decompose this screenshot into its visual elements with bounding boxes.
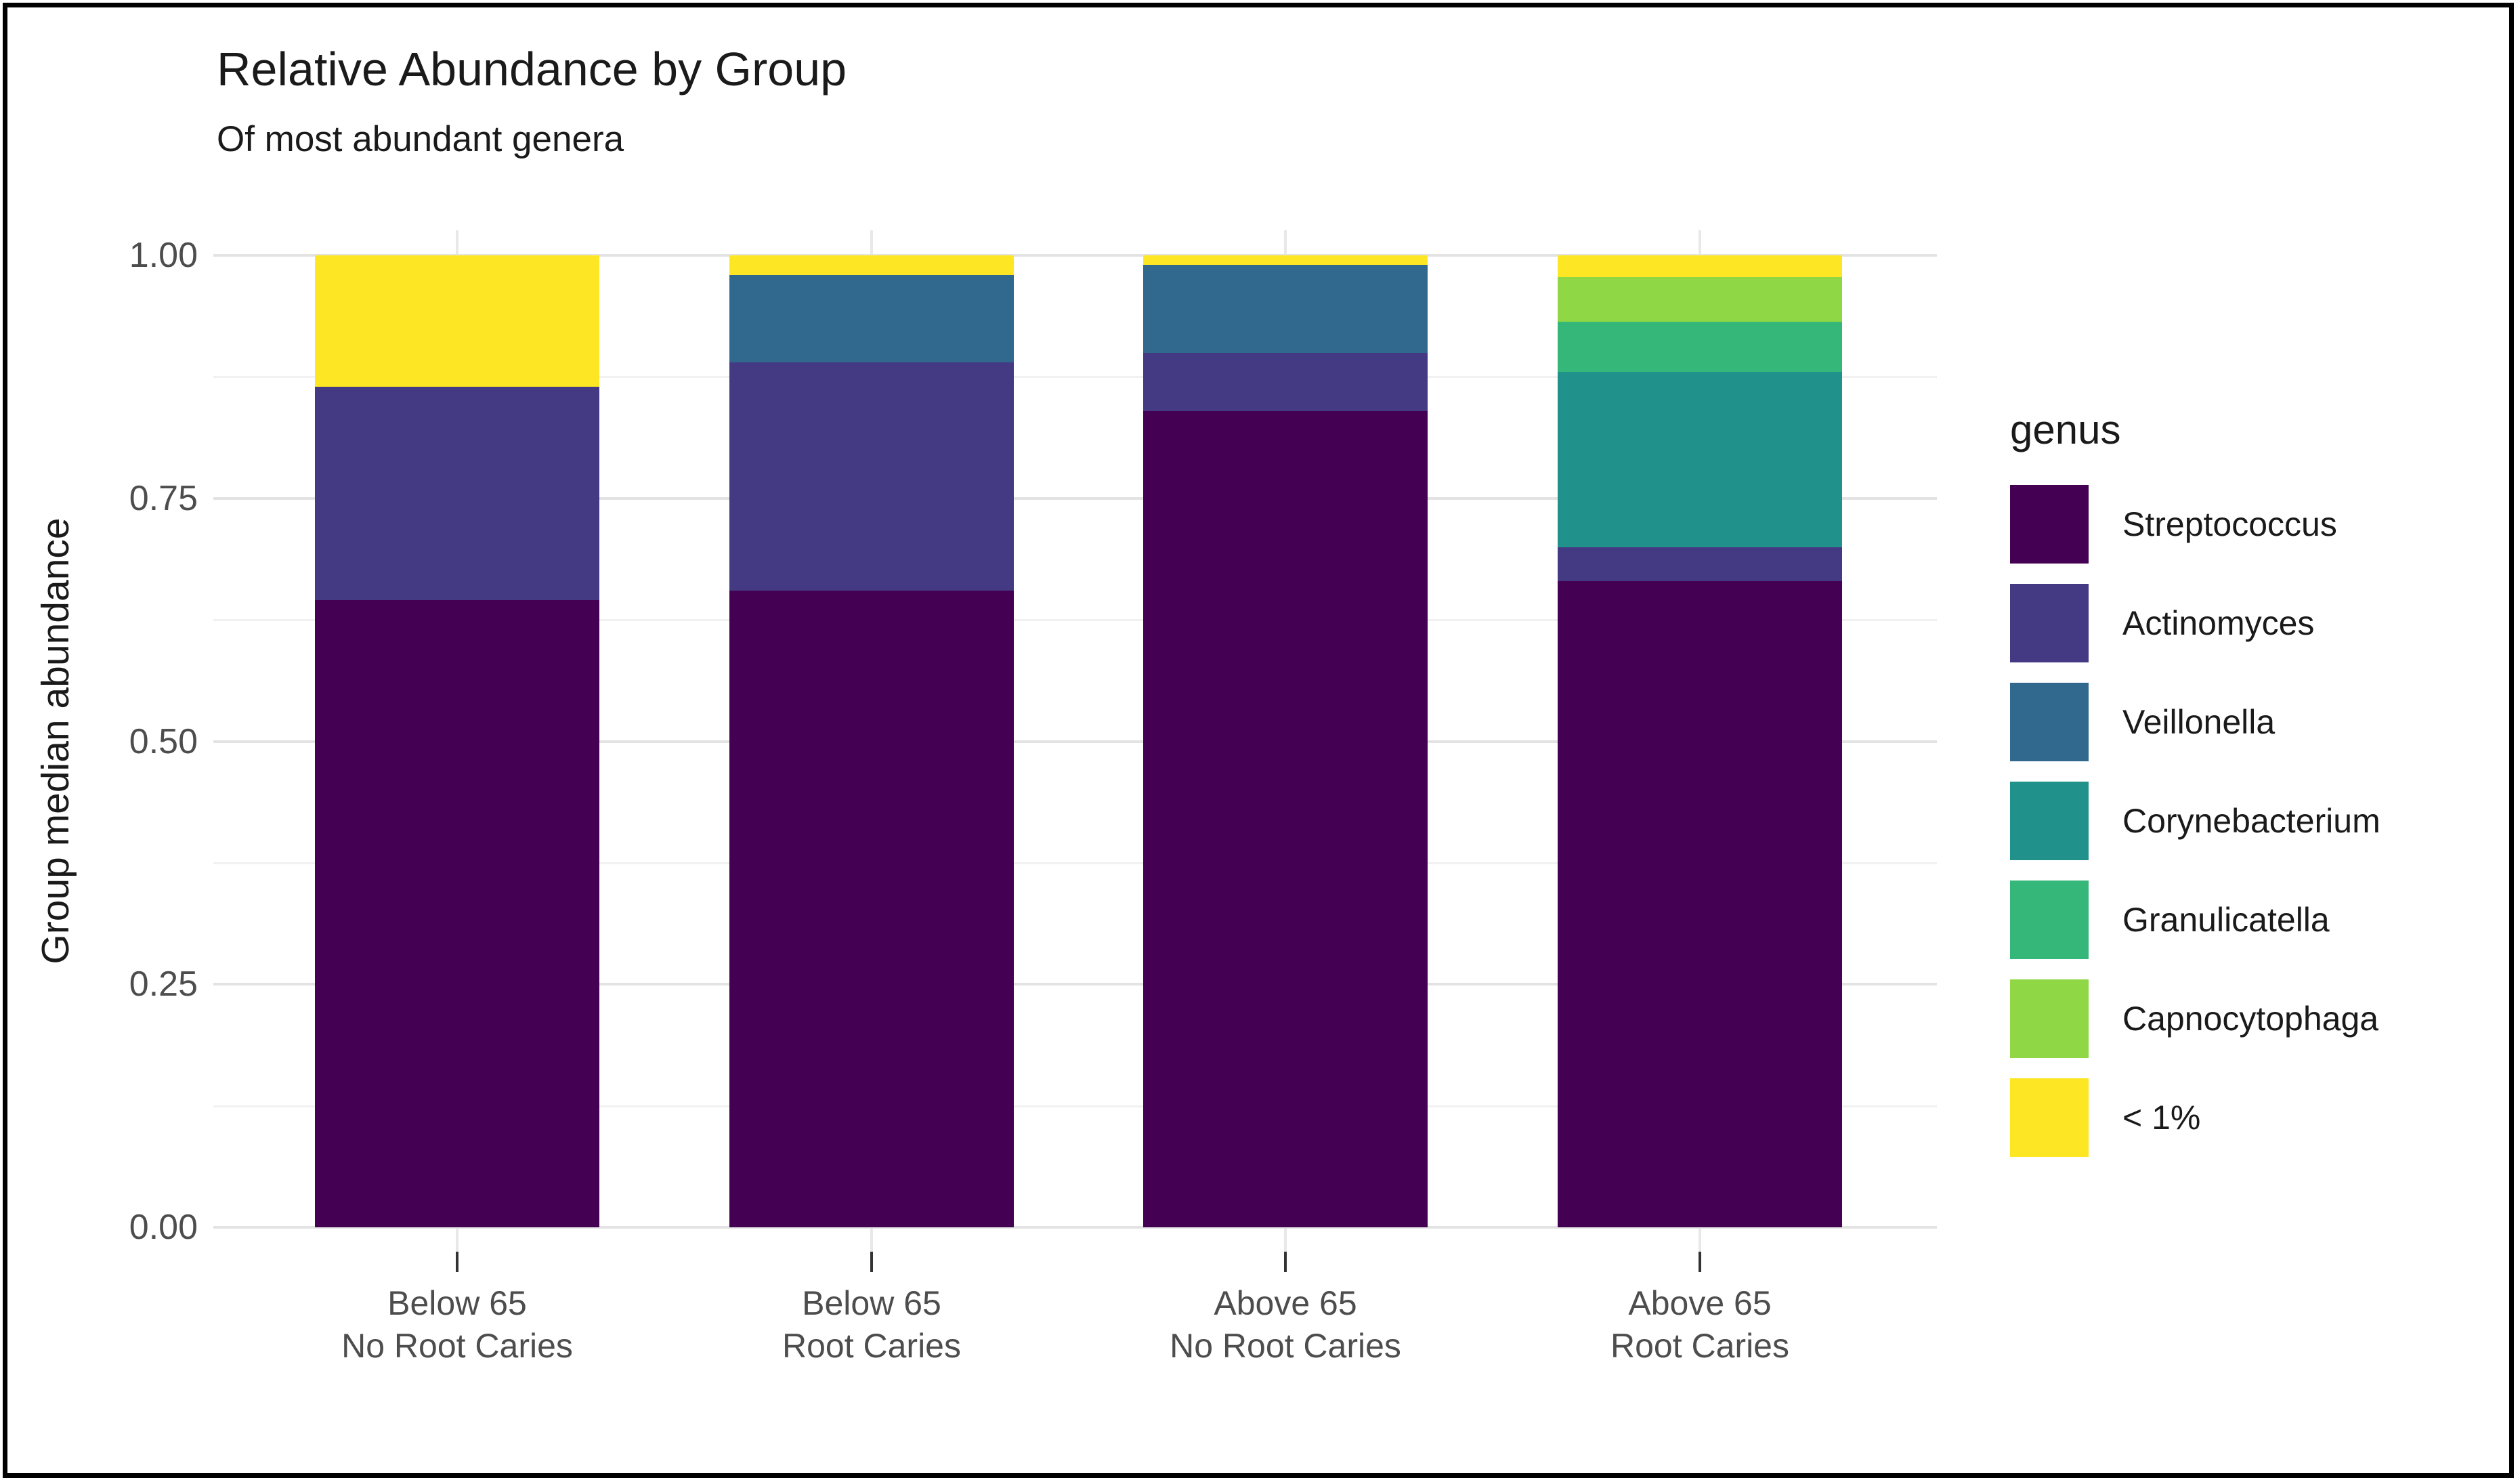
legend-swatch [2010, 881, 2089, 959]
x-axis-label: Above 65 Root Caries [1510, 1282, 1889, 1368]
bar [1143, 255, 1428, 1227]
legend-swatch [2010, 1078, 2089, 1157]
bar-segment [315, 255, 599, 387]
x-axis-label-line: Above 65 [1628, 1284, 1772, 1322]
gridline-major [213, 740, 1937, 743]
x-axis-label-line: Below 65 [387, 1284, 527, 1322]
gridline-major [213, 983, 1937, 986]
x-axis-label-line: Root Caries [782, 1327, 961, 1365]
chart-subtitle: Of most abundant genera [217, 119, 624, 159]
legend-item-label: Corynebacterium [2122, 802, 2380, 840]
legend-item-label: Actinomyces [2122, 604, 2315, 642]
x-axis-label: Below 65 Root Caries [682, 1282, 1061, 1368]
x-axis-label: Below 65 No Root Caries [268, 1282, 647, 1368]
y-axis-tick-label: 0.00 [129, 1208, 198, 1247]
y-axis-tick-label: 1.00 [129, 236, 198, 275]
chart-title: Relative Abundance by Group [217, 43, 847, 96]
bar-segment [1558, 580, 1842, 1227]
bar-segment [1558, 372, 1842, 547]
gridline-minor [213, 1105, 1937, 1107]
bar [729, 255, 1014, 1227]
legend-item-label: Capnocytophaga [2122, 1000, 2379, 1038]
legend-swatch [2010, 485, 2089, 564]
bar-segment [315, 600, 599, 1227]
x-axis-tick [456, 1252, 458, 1272]
bar-segment [729, 362, 1014, 591]
x-axis-tick [1284, 1252, 1287, 1272]
gridline-major [213, 1226, 1937, 1229]
bar-segment [729, 591, 1014, 1227]
bar-segment [729, 255, 1014, 275]
legend-item-label: Granulicatella [2122, 901, 2330, 939]
y-axis-tick-label: 0.50 [129, 721, 198, 761]
x-axis-label-line: No Root Caries [1170, 1327, 1401, 1365]
bar [315, 255, 599, 1227]
bar-segment [1143, 410, 1428, 1227]
bar-segment [1558, 547, 1842, 581]
bar [1558, 255, 1842, 1227]
x-axis-label-line: Root Caries [1610, 1327, 1789, 1365]
bar-segment [1143, 265, 1428, 353]
legend-swatch [2010, 782, 2089, 860]
x-axis-label: Above 65 No Root Caries [1096, 1282, 1475, 1368]
x-axis-tick [870, 1252, 873, 1272]
bar-segment [315, 386, 599, 601]
legend-swatch [2010, 979, 2089, 1058]
legend-item-label: Veillonella [2122, 703, 2276, 741]
y-axis-tick-label: 0.75 [129, 478, 198, 518]
bar-segment [729, 274, 1014, 362]
legend-swatch [2010, 683, 2089, 761]
bar-segment [1558, 276, 1842, 322]
x-axis-label-line: No Root Caries [341, 1327, 573, 1365]
x-axis-tick [1699, 1252, 1701, 1272]
gridline-major [213, 496, 1937, 500]
x-axis-label-line: Below 65 [802, 1284, 941, 1322]
legend-item-label: < 1% [2122, 1099, 2201, 1137]
x-axis-label-line: Above 65 [1214, 1284, 1357, 1322]
gridline-minor [213, 862, 1937, 864]
legend-title: genus [2010, 407, 2121, 452]
y-axis-tick-label: 0.25 [129, 964, 198, 1004]
bar-segment [1143, 352, 1428, 411]
bar-segment [1558, 255, 1842, 277]
gridline-major [213, 254, 1937, 257]
bar-segment [1143, 255, 1428, 266]
legend-swatch [2010, 584, 2089, 662]
gridline-minor [213, 376, 1937, 379]
gridline-minor [213, 619, 1937, 622]
legend-item-label: Streptococcus [2122, 505, 2337, 543]
bar-segment [1558, 321, 1842, 373]
